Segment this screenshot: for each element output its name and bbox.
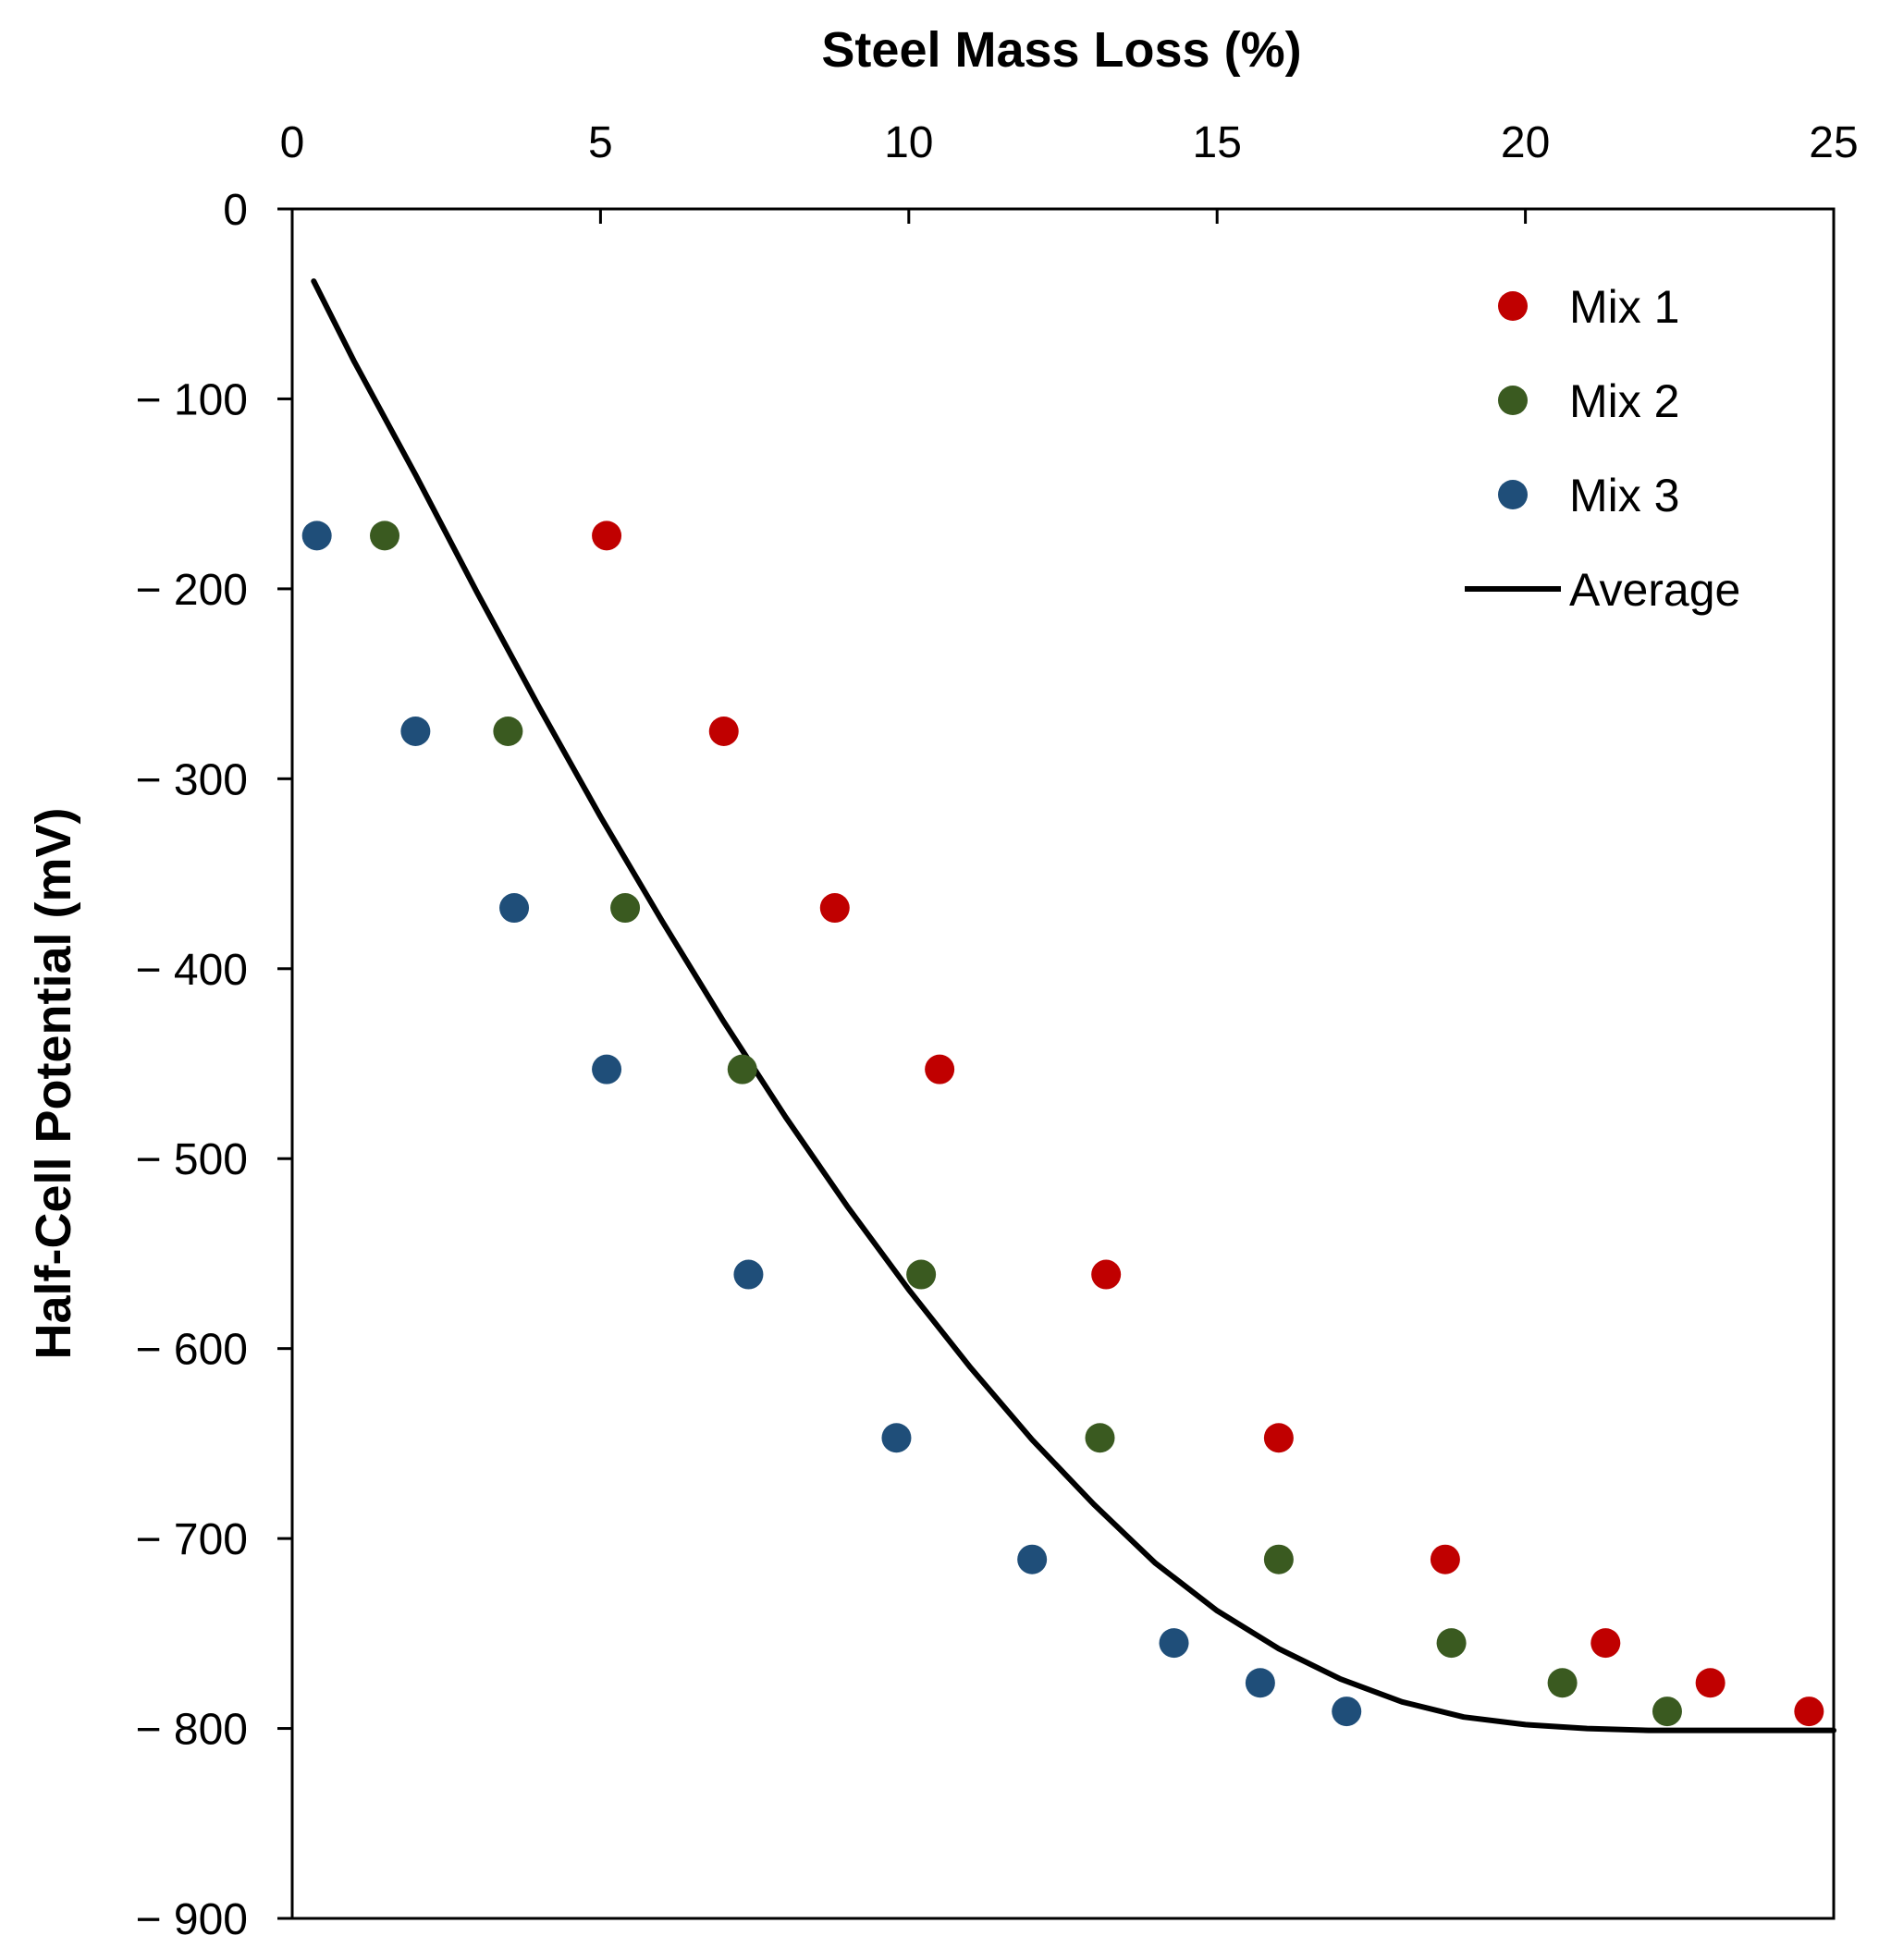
legend-swatch-mix-1 xyxy=(1498,291,1528,321)
x-tick-label: 10 xyxy=(884,118,933,167)
data-point-mix-1 xyxy=(1263,1423,1294,1453)
data-point-mix-2 xyxy=(493,716,523,746)
y-tick-label: − 400 xyxy=(136,946,248,995)
data-point-mix-3 xyxy=(1017,1544,1048,1574)
legend-label-mix-1: Mix 1 xyxy=(1569,281,1679,333)
data-point-mix-3 xyxy=(1245,1668,1275,1698)
y-tick-label: − 700 xyxy=(136,1515,248,1564)
data-point-mix-2 xyxy=(1085,1423,1115,1453)
data-point-mix-2 xyxy=(1436,1628,1467,1659)
legend-label-mix-2: Mix 2 xyxy=(1569,375,1679,427)
data-point-mix-2 xyxy=(1652,1697,1682,1727)
legend-swatch-mix-2 xyxy=(1498,386,1528,415)
data-point-mix-1 xyxy=(708,716,739,746)
legend-label-average: Average xyxy=(1569,564,1740,616)
series-line-average xyxy=(311,278,1836,1733)
x-tick-label: 20 xyxy=(1501,118,1550,167)
y-tick-label: − 900 xyxy=(136,1895,248,1944)
data-point-mix-1 xyxy=(1091,1259,1122,1290)
data-point-mix-2 xyxy=(610,893,641,924)
y-tick-label: − 600 xyxy=(136,1326,248,1375)
data-point-mix-2 xyxy=(906,1259,937,1290)
legend-label-mix-3: Mix 3 xyxy=(1569,470,1679,521)
y-tick-label: − 800 xyxy=(136,1706,248,1755)
x-axis-title: Steel Mass Loss (%) xyxy=(821,22,1301,78)
data-point-mix-3 xyxy=(1159,1628,1189,1659)
y-tick-label: − 300 xyxy=(136,755,248,804)
y-tick-label: − 100 xyxy=(136,375,248,424)
x-tick-label: 25 xyxy=(1809,118,1858,167)
data-point-mix-3 xyxy=(1332,1697,1362,1727)
data-point-mix-3 xyxy=(400,716,431,746)
y-tick-label: 0 xyxy=(223,186,248,235)
data-point-mix-1 xyxy=(819,893,850,924)
data-point-mix-1 xyxy=(1794,1697,1824,1727)
x-tick-label: 15 xyxy=(1193,118,1242,167)
data-point-mix-3 xyxy=(733,1259,764,1290)
data-point-mix-1 xyxy=(925,1054,955,1084)
data-point-mix-1 xyxy=(1430,1544,1460,1574)
data-point-mix-3 xyxy=(592,1054,622,1084)
plot-area-frame xyxy=(290,207,1836,1920)
data-point-mix-2 xyxy=(370,521,400,551)
y-tick-label: − 200 xyxy=(136,566,248,615)
x-tick-label: 0 xyxy=(280,118,305,167)
x-tick-label: 5 xyxy=(588,118,613,167)
data-point-mix-3 xyxy=(881,1423,912,1453)
data-point-mix-2 xyxy=(727,1054,757,1084)
y-axis-title: Half-Cell Potential (mV) xyxy=(26,807,81,1359)
legend-swatch-mix-3 xyxy=(1498,480,1528,509)
data-point-mix-1 xyxy=(1695,1668,1725,1698)
data-point-mix-1 xyxy=(592,521,622,551)
data-point-mix-3 xyxy=(499,893,530,924)
data-point-mix-2 xyxy=(1547,1668,1578,1698)
data-point-mix-3 xyxy=(301,521,332,551)
y-tick-label: − 500 xyxy=(136,1135,248,1184)
data-point-mix-2 xyxy=(1263,1544,1294,1574)
data-point-mix-1 xyxy=(1590,1628,1621,1659)
